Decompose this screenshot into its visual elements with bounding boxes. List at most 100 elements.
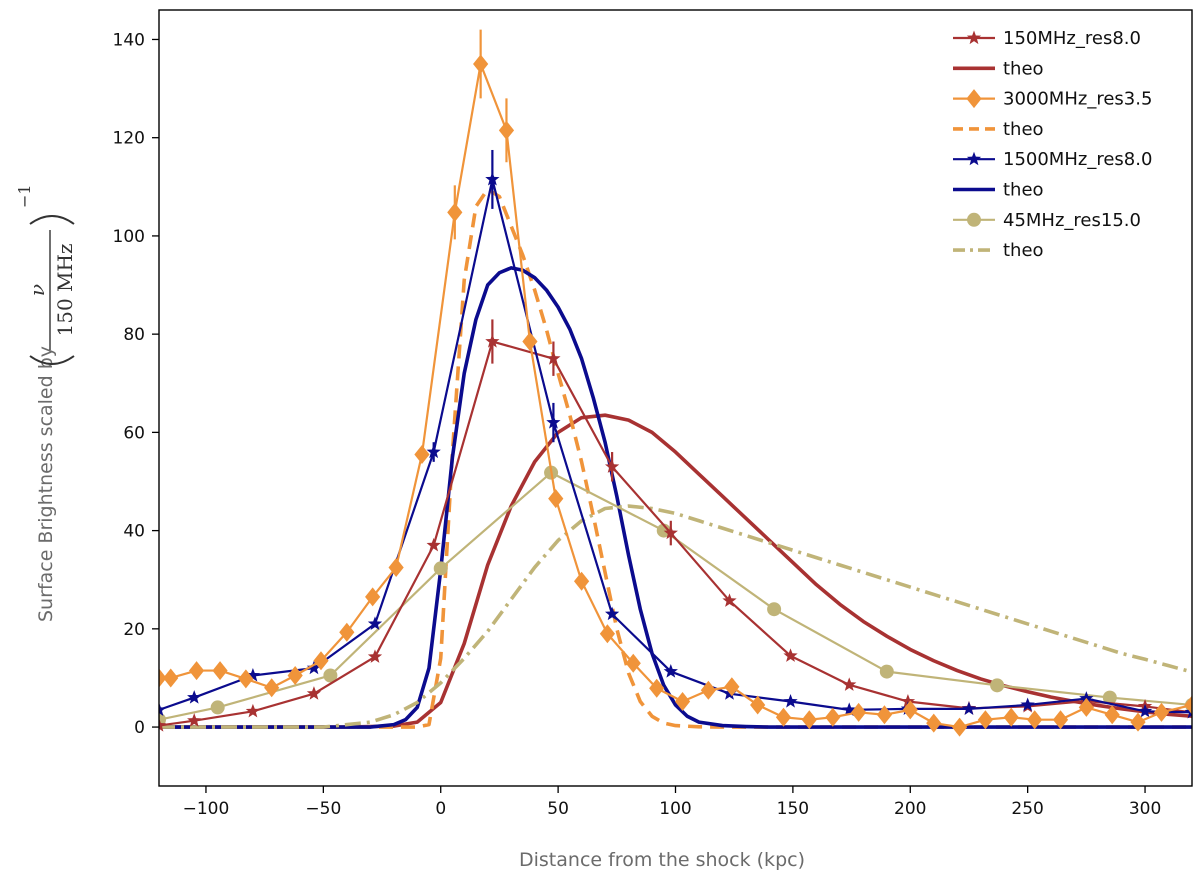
data-point [1137,703,1153,718]
legend-entry: 45MHz_res15.0 [953,210,1141,231]
data-point [498,120,515,140]
y-label-nu: ν [25,284,49,296]
data-point [876,705,893,725]
data-point [656,523,671,538]
data-point [573,571,590,591]
data-point [163,668,179,688]
data-point [1102,690,1117,705]
legend-entry: 150MHz_res8.0 [953,28,1141,49]
data-point [783,648,798,662]
data-point [159,702,167,716]
data-point [767,602,782,617]
data-point [1078,697,1094,717]
y-tick-label: 0 [134,718,145,738]
data-point [775,707,792,727]
data-point [1027,710,1043,730]
data-point [842,702,857,716]
legend-label: 3000MHz_res3.5 [1003,89,1152,110]
data-point [323,668,338,683]
x-tick-label: 100 [659,799,691,819]
data-point [599,624,616,644]
y-tick-label: 80 [123,325,145,345]
x-tick-label: 50 [547,799,569,819]
data-point [879,664,894,679]
data-point [433,561,448,576]
data-point [900,694,916,708]
data-point [212,661,228,681]
data-point [238,669,254,689]
x-tick-label: 300 [1129,799,1161,819]
data-point [604,459,620,473]
data-point [625,653,641,673]
data-point [1003,707,1019,727]
legend-entry: theo [953,119,1044,140]
legend-entry: 1500MHz_res8.0 [953,149,1152,170]
legend-entry: theo [953,180,1044,201]
data-point [990,678,1005,693]
legend: 150MHz_res8.0theo3000MHz_res3.5theo1500M… [953,28,1152,261]
data-point [902,700,918,720]
data-point [783,694,798,708]
legend-label: 45MHz_res15.0 [1003,210,1141,231]
data-point [313,651,329,671]
series-2-3000MHz_res3.5 [159,29,1192,737]
y-axis: 0 20 40 60 80 100 120 140 [113,30,159,738]
data-point [1020,697,1035,712]
data-point [801,710,817,730]
x-tick-label: 0 [435,799,446,819]
x-tick-label: 200 [894,799,926,819]
series-7-theo [159,504,1192,729]
legend-marker [966,151,982,166]
data-point [977,710,993,730]
legend-entry: 3000MHz_res3.5 [953,89,1152,110]
data-point [159,718,167,732]
series-3-theo [159,187,1192,729]
data-point [700,680,716,700]
data-point [187,690,202,704]
series-1-theo [159,413,1192,729]
y-label-denominator: 150 MHz [53,244,77,337]
model-curve [159,504,1192,729]
data-point [306,686,322,700]
legend-entry: theo [953,58,1044,79]
data-point [245,667,261,682]
y-label-exponent: −1 [15,184,34,208]
legend-label: theo [1003,180,1044,201]
data-point [1104,705,1120,725]
data-point [548,489,564,509]
legend-label: 150MHz_res8.0 [1003,28,1141,49]
y-axis-label: Surface Brightness scaled by ν 150 MHz −… [15,184,77,622]
legend-entry: theo [953,240,1044,261]
data-point [210,700,225,715]
data-point [426,537,441,552]
data-point [264,678,280,698]
data-point [188,661,205,681]
y-label-right-paren [29,215,75,225]
y-tick-label: 60 [123,423,145,443]
model-curve [159,266,1192,729]
data-point [961,701,977,715]
y-tick-label: 100 [113,227,145,247]
x-tick-label: −100 [183,799,230,819]
x-axis: −100 −50 0 50 100 150 200 250 300 [183,786,1161,819]
data-point [724,677,740,697]
series-5-theo [159,266,1192,729]
data-point [187,713,202,727]
data-point [473,54,489,74]
data-point [546,415,561,429]
legend-label: theo [1003,240,1044,261]
data-point [649,678,665,698]
data-point [722,593,737,607]
data-point [388,557,404,577]
data-point [750,695,766,715]
data-point [851,702,867,722]
data-point [546,351,561,365]
data-point [485,334,500,348]
data-point [522,332,538,352]
data-point [339,622,355,642]
legend-marker [966,30,982,45]
y-axis-label-text: Surface Brightness scaled by [35,346,57,622]
data-point [663,525,678,540]
legend-marker [967,212,981,227]
legend-marker [966,89,982,109]
